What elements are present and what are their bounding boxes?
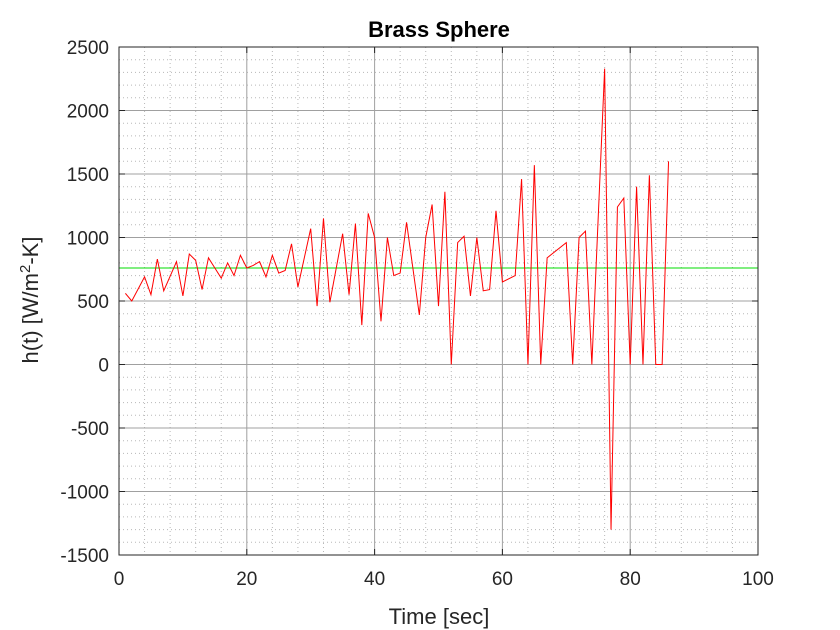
y-axis-label-main: h(t) [W/m [18, 273, 43, 363]
y-tick-label: 2000 [67, 102, 109, 123]
minor-grid [119, 47, 758, 555]
x-tick-label: 20 [236, 569, 257, 590]
y-tick-label: -1500 [60, 546, 109, 567]
y-tick-label: -500 [71, 419, 109, 440]
x-tick-label: 80 [620, 569, 641, 590]
x-ticks: 0 20 40 60 80 100 [114, 47, 774, 590]
y-axis-label-suffix: -K] [18, 237, 43, 265]
y-tick-label: 2500 [67, 38, 109, 59]
x-axis-label: Time [sec] [389, 604, 490, 629]
y-ticks: -1500 -1000 -500 0 500 1000 1500 2000 2500 [60, 38, 758, 567]
y-axis-label: h(t) [W/m2-K] [17, 237, 43, 364]
y-tick-label: 0 [98, 356, 109, 377]
x-tick-label: 0 [114, 569, 125, 590]
chart-title: Brass Sphere [368, 17, 510, 42]
x-tick-label: 100 [742, 569, 774, 590]
x-tick-label: 60 [492, 569, 513, 590]
y-tick-label: 1000 [67, 229, 109, 250]
y-axis-label-superscript: 2 [17, 265, 34, 273]
x-tick-label: 40 [364, 569, 385, 590]
y-tick-label: 1500 [67, 165, 109, 186]
series-layer [119, 68, 758, 530]
y-tick-label: 500 [77, 292, 109, 313]
y-tick-label: -1000 [60, 483, 109, 504]
series-line-h [125, 68, 670, 530]
